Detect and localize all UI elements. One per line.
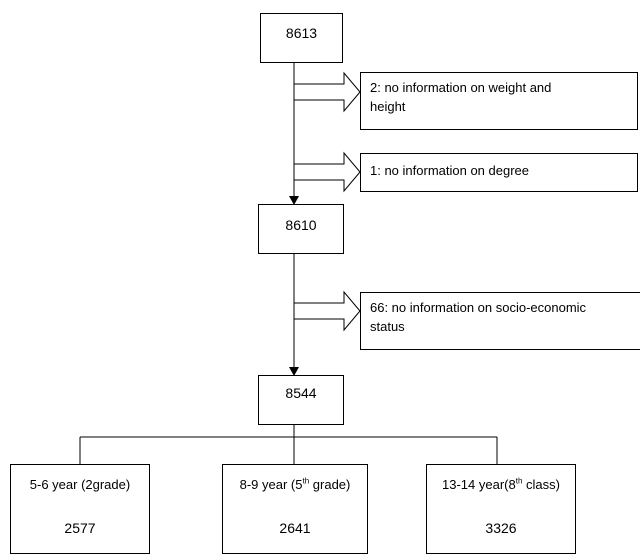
middle-count: 8610 — [285, 217, 317, 233]
exclusion-arrow-2 — [293, 151, 361, 193]
group-1-value: 2577 — [64, 520, 96, 536]
final-count: 8544 — [285, 385, 317, 401]
middle-count-box: 8610 — [258, 204, 344, 254]
exclusion-3-line-2: status — [370, 319, 405, 334]
group-box-13-14-year: 13-14 year(8th class) 3326 — [426, 464, 576, 554]
exclusion-box-1: 2: no information on weight and height — [360, 72, 638, 130]
exclusion-1-line-1: 2: no information on weight and — [370, 80, 552, 95]
group-box-8-9-year: 8-9 year (5th grade) 2641 — [222, 464, 368, 554]
group-3-value: 3326 — [485, 520, 517, 536]
final-count-box: 8544 — [258, 375, 344, 425]
exclusion-box-2: 1: no information on degree — [360, 153, 638, 192]
start-count-box: 8613 — [260, 13, 343, 63]
group-2-value: 2641 — [279, 520, 311, 536]
flow-connectors — [79, 63, 498, 464]
exclusion-arrow-3 — [293, 290, 361, 332]
exclusion-3-line-1: 66: no information on socio-economic — [370, 300, 587, 315]
exclusion-2-line-1: 1: no information on degree — [370, 163, 529, 178]
group-1-label: 5-6 year (2grade) — [29, 477, 131, 492]
start-count: 8613 — [285, 25, 318, 41]
exclusion-arrow-1 — [293, 71, 361, 113]
exclusion-1-line-2: height — [370, 99, 406, 114]
group-3-label: 13-14 year(8th class) — [442, 476, 560, 492]
exclusion-box-3: 66: no information on socio-economic sta… — [360, 292, 640, 350]
group-box-5-6-year: 5-6 year (2grade) 2577 — [10, 464, 150, 554]
group-2-label: 8-9 year (5th grade) — [239, 476, 351, 492]
